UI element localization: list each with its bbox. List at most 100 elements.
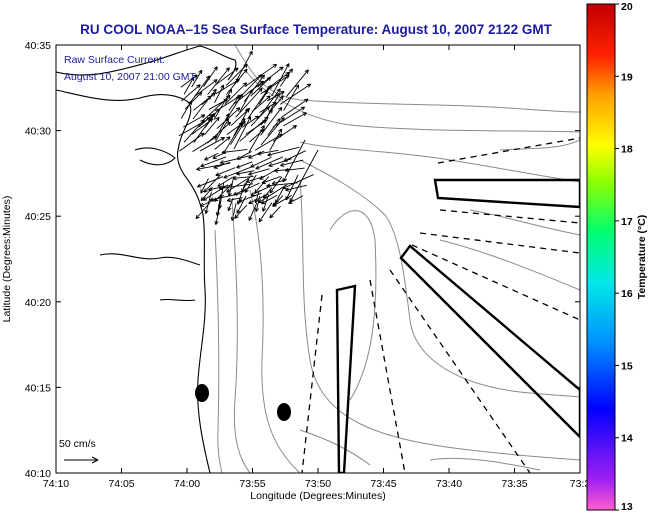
current-arrow bbox=[260, 194, 278, 205]
bay-inlet bbox=[134, 147, 176, 166]
current-arrow bbox=[180, 74, 198, 88]
current-arrow bbox=[269, 205, 281, 219]
current-arrow bbox=[269, 128, 283, 151]
current-arrow bbox=[224, 93, 244, 122]
current-vectors bbox=[178, 50, 319, 225]
current-arrow bbox=[217, 176, 233, 187]
current-arrow bbox=[236, 182, 246, 205]
current-arrow bbox=[200, 156, 227, 168]
current-arrow bbox=[207, 67, 230, 95]
current-arrow bbox=[267, 118, 281, 136]
contour-6 bbox=[329, 210, 377, 401]
bathymetry-contours bbox=[214, 45, 580, 473]
dashed-line bbox=[439, 209, 580, 224]
colorbar-tick-label: 18 bbox=[621, 144, 633, 156]
current-arrow bbox=[224, 82, 248, 105]
current-arrow bbox=[214, 199, 222, 225]
dashed-line bbox=[411, 244, 580, 321]
x-axis-ticks: 74:10 74:05 74:00 73:55 73:50 73:45 73:40 73:35… bbox=[43, 45, 590, 490]
current-arrow bbox=[280, 98, 309, 118]
current-arrow bbox=[183, 119, 205, 143]
current-arrow bbox=[244, 174, 257, 193]
current-arrow bbox=[239, 89, 253, 113]
colorbar-tick-label: 14 bbox=[621, 433, 633, 445]
sample-regions bbox=[335, 178, 580, 473]
contour-14 bbox=[499, 139, 580, 151]
current-arrow bbox=[200, 187, 213, 202]
coastline-west bbox=[56, 89, 211, 473]
x-tick-label: 73:45 bbox=[370, 478, 396, 490]
current-arrow bbox=[236, 170, 255, 176]
current-arrow bbox=[189, 75, 211, 103]
current-arrow bbox=[250, 185, 272, 196]
current-arrow bbox=[180, 100, 193, 119]
annotation-line-2: August 10, 2007 21:00 GMT bbox=[64, 71, 197, 83]
current-arrow bbox=[283, 112, 307, 127]
colorbar-tick-label: 17 bbox=[621, 216, 633, 228]
current-arrow bbox=[191, 69, 203, 88]
current-arrow bbox=[219, 155, 250, 165]
contour-2 bbox=[244, 69, 580, 133]
current-arrow bbox=[260, 117, 285, 146]
contour-4 bbox=[299, 159, 580, 398]
contour-1 bbox=[234, 45, 580, 113]
contour-11 bbox=[469, 209, 580, 236]
current-arrow bbox=[215, 167, 236, 177]
current-arrow bbox=[255, 156, 283, 170]
contour-5 bbox=[299, 179, 580, 461]
region-diagonal-bar bbox=[399, 244, 580, 439]
current-arrow bbox=[181, 84, 201, 102]
current-arrow bbox=[236, 161, 253, 169]
current-arrow bbox=[221, 149, 248, 155]
current-arrow bbox=[257, 149, 279, 156]
region-vertical-bar bbox=[335, 284, 357, 473]
coastline bbox=[56, 45, 237, 473]
current-arrow bbox=[204, 116, 220, 136]
current-arrow bbox=[248, 125, 265, 153]
current-arrow bbox=[215, 118, 229, 142]
river-1 bbox=[99, 253, 201, 266]
contour-9 bbox=[214, 229, 223, 473]
current-arrow bbox=[272, 195, 284, 207]
y-axis-ticks: 40:35 40:30 40:25 40:20 40:15 40:10 bbox=[25, 40, 580, 480]
current-arrow bbox=[272, 106, 306, 128]
colorbar-tick-label: 19 bbox=[621, 71, 633, 83]
current-arrow bbox=[234, 204, 248, 219]
current-arrow bbox=[213, 88, 233, 121]
current-arrow bbox=[279, 83, 312, 105]
current-arrow bbox=[268, 158, 292, 168]
current-arrow bbox=[214, 84, 225, 103]
current-arrow bbox=[248, 168, 270, 176]
current-arrow bbox=[285, 184, 307, 192]
x-tick-label: 73:50 bbox=[305, 478, 331, 490]
colorbar-tick-label: 13 bbox=[621, 501, 633, 513]
dashed-transects bbox=[301, 137, 580, 473]
current-arrow bbox=[183, 76, 195, 95]
current-arrow bbox=[289, 149, 319, 203]
current-arrow bbox=[214, 67, 239, 86]
current-arrow bbox=[250, 76, 272, 97]
current-arrow bbox=[236, 195, 247, 214]
current-arrow bbox=[250, 156, 272, 168]
dashed-line bbox=[437, 137, 580, 164]
current-arrow bbox=[199, 136, 225, 152]
current-arrow bbox=[182, 114, 206, 128]
current-arrow bbox=[247, 89, 268, 119]
current-arrow bbox=[262, 187, 273, 199]
contour-10 bbox=[439, 239, 580, 291]
current-arrow bbox=[227, 175, 235, 197]
contour-12 bbox=[299, 429, 371, 466]
current-arrow bbox=[196, 162, 231, 171]
current-arrow bbox=[250, 106, 270, 127]
dashed-line bbox=[419, 232, 580, 254]
current-arrow bbox=[257, 88, 281, 120]
dashed-line bbox=[301, 294, 323, 473]
river-2 bbox=[159, 298, 196, 302]
colorbar-tick-label: 20 bbox=[621, 1, 633, 13]
current-arrow bbox=[248, 150, 265, 159]
plot-content bbox=[56, 45, 580, 473]
annotation-line-1: Raw Surface Current: bbox=[64, 54, 165, 66]
y-tick-label: 40:25 bbox=[25, 211, 51, 223]
colorbar-label: Temperature (°C) bbox=[636, 215, 648, 300]
